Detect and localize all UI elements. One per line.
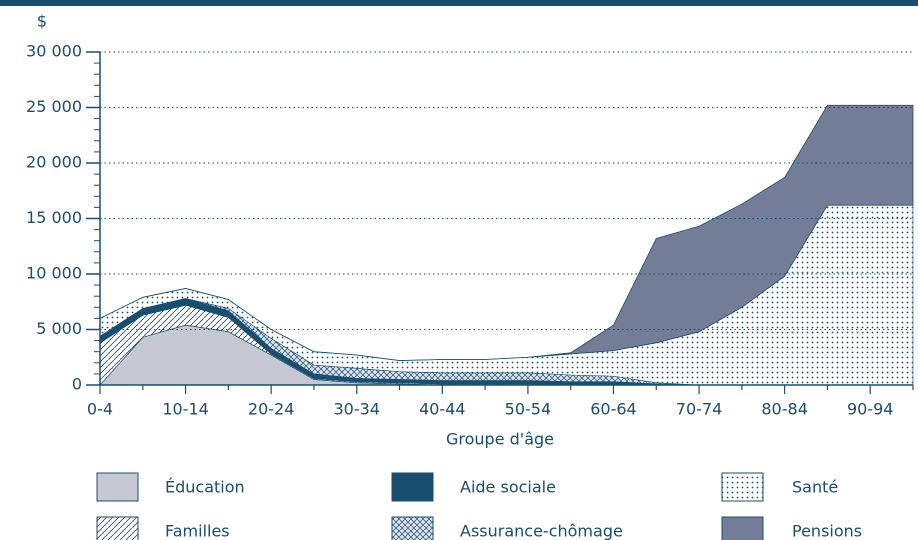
legend-label: Assurance-chômage [460,522,623,540]
x-tick-label: 70-74 [676,400,723,419]
area [99,104,914,361]
legend-swatch [721,516,764,540]
x-tick-label: 90-94 [847,400,894,419]
y-tick-label: 0 [72,375,82,394]
legend-swatch [391,516,434,540]
y-tick-label: 30 000 [26,42,82,61]
x-tick-label: 50-54 [505,400,552,419]
y-tick-label: 5 000 [36,319,82,338]
x-tick-label: 80-84 [761,400,808,419]
x-tick-label: 20-24 [248,400,295,419]
legend-label: Éducation [165,478,245,497]
x-tick-label: 10-14 [162,400,209,419]
y-tick-label: 15 000 [26,208,82,227]
legend-swatch [96,472,139,502]
x-axis-label: Groupe d'âge [446,430,554,449]
legend-swatch [721,472,764,502]
legend-label: Pensions [792,522,862,540]
y-tick-label: 25 000 [26,97,82,116]
legend-label: Aide sociale [460,478,556,497]
y-axis-label: $ [37,12,47,31]
y-tick-label: 10 000 [26,264,82,283]
legend-swatch [391,472,434,502]
x-tick-label: 0-4 [87,400,113,419]
legend-label: Santé [792,478,838,497]
x-tick-label: 30-34 [333,400,380,419]
legend-label: Familles [165,522,230,540]
x-tick-label: 60-64 [590,400,637,419]
top-bar [0,0,918,6]
x-tick-label: 40-44 [419,400,466,419]
legend-swatch [96,516,139,540]
y-tick-label: 20 000 [26,153,82,172]
